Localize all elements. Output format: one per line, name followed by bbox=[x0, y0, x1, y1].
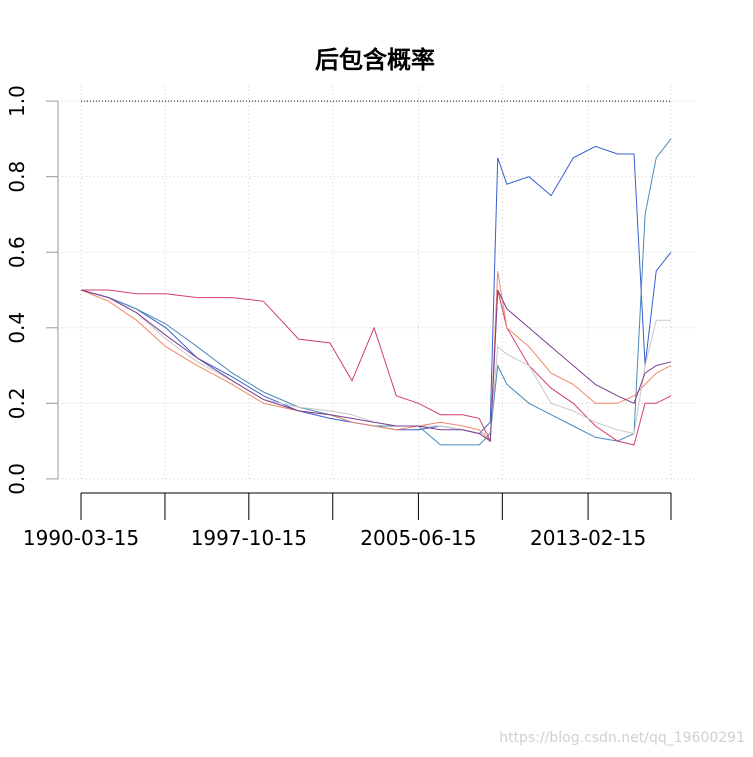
x-tick-label: 1990-03-15 bbox=[23, 526, 139, 550]
chart-title: 后包含概率 bbox=[315, 46, 435, 74]
x-tick-label: 1997-10-15 bbox=[191, 526, 307, 550]
series-line bbox=[80, 289, 671, 435]
series-line bbox=[80, 145, 672, 435]
x-tick-label: 2005-06-15 bbox=[360, 526, 476, 550]
y-tick-label: 0.4 bbox=[5, 312, 29, 344]
watermark: https://blog.csdn.net/qq_19600291 bbox=[499, 730, 745, 746]
series-line bbox=[81, 289, 672, 446]
y-tick-label: 1.0 bbox=[5, 85, 29, 117]
series-line bbox=[80, 289, 672, 443]
y-tick-label: 0.2 bbox=[5, 387, 29, 419]
series-line bbox=[80, 271, 672, 443]
series-line bbox=[80, 138, 672, 446]
y-tick-label: 0.6 bbox=[5, 236, 29, 268]
y-tick-label: 0.8 bbox=[5, 161, 29, 193]
y-tick-label: 0.0 bbox=[5, 463, 29, 495]
x-tick-label: 2013-02-15 bbox=[530, 526, 646, 550]
